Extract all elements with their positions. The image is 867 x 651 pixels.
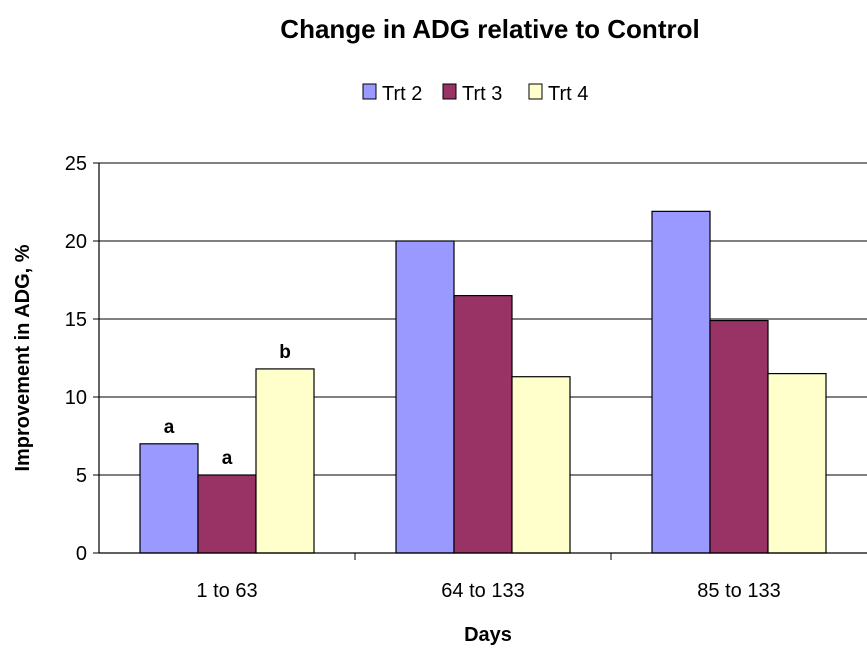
y-tick-label: 5 — [76, 465, 87, 487]
chart-title: Change in ADG relative to Control — [280, 14, 699, 44]
legend-swatch — [528, 83, 543, 100]
x-tick-label: 85 to 133 — [697, 580, 780, 602]
y-tick-label: 0 — [76, 543, 87, 565]
bar — [651, 210, 711, 554]
x-tick-labels: 1 to 63 64 to 133 85 to 133 — [196, 580, 780, 602]
legend-swatch — [362, 83, 377, 100]
bar — [709, 319, 769, 554]
bar-annotation: a — [222, 448, 233, 469]
annotations: a a b — [164, 342, 291, 469]
bar — [139, 443, 199, 554]
bar — [395, 240, 455, 554]
bar-annotation: a — [164, 417, 175, 438]
bars — [139, 210, 827, 554]
bar — [453, 295, 513, 554]
bar — [197, 474, 257, 554]
y-axis-title: Improvement in ADG, % — [12, 244, 34, 471]
legend-label: Trt 3 — [462, 83, 502, 105]
y-tick-labels: 0 5 10 15 20 25 — [65, 153, 87, 565]
bar — [255, 368, 315, 554]
y-tick-label: 20 — [65, 231, 87, 253]
y-tick-label: 15 — [65, 309, 87, 331]
y-tick-label: 10 — [65, 387, 87, 409]
axes — [93, 162, 867, 560]
bar-annotation: b — [279, 342, 291, 363]
bar — [511, 376, 571, 554]
y-tick-label: 25 — [65, 153, 87, 175]
legend: Trt 2 Trt 3 Trt 4 — [362, 83, 588, 105]
x-tick-label: 64 to 133 — [441, 580, 524, 602]
bar — [767, 373, 827, 554]
x-axis-title: Days — [464, 624, 512, 646]
x-tick-label: 1 to 63 — [196, 580, 257, 602]
legend-label: Trt 4 — [548, 83, 588, 105]
legend-swatch — [442, 83, 457, 100]
legend-label: Trt 2 — [382, 83, 422, 105]
